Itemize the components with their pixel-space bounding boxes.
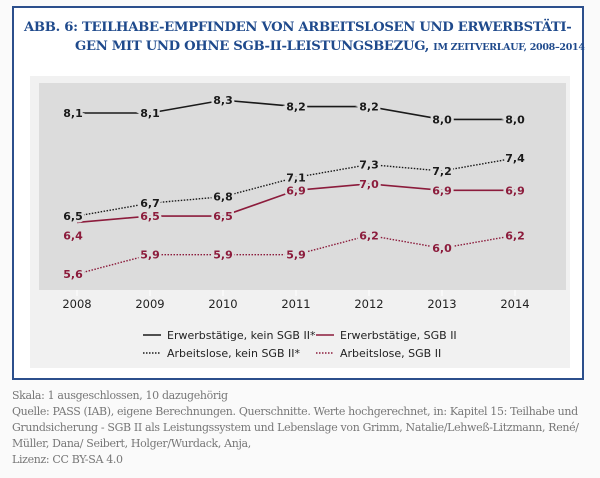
data-label: 6,9 [505, 184, 525, 197]
plot-area [39, 83, 566, 290]
data-label: 6,2 [505, 229, 525, 242]
data-label: 7,3 [359, 159, 379, 172]
data-label: 6,9 [286, 184, 306, 197]
legend-label: Arbeitslose, kein SGB II* [167, 347, 300, 360]
data-label: 6,9 [432, 184, 452, 197]
data-label: 8,1 [63, 107, 83, 120]
title-suffix: IM ZEITVERLAUF, 2008–2014 [433, 42, 585, 53]
series-line [76, 157, 516, 217]
x-tick-label: 2014 [500, 297, 529, 311]
scale-note: Skala: 1 ausgeschlossen, 10 dazugehörig [12, 389, 228, 402]
data-label: 5,6 [63, 268, 83, 281]
series-line [77, 99, 515, 121]
series-line [76, 183, 515, 224]
data-label: 7,0 [359, 178, 379, 191]
data-label: 5,9 [140, 249, 160, 262]
title-line-2: GEN MIT UND OHNE SGB-II-LEISTUNGSBEZUG, … [24, 37, 585, 57]
data-label: 8,2 [359, 101, 379, 114]
x-tick-label: 2010 [208, 297, 237, 311]
legend-label: Erwerbstätige, kein SGB II* [167, 329, 316, 342]
legend-label: Erwerbstätige, SGB II [340, 329, 457, 342]
data-label: 8,2 [286, 101, 306, 114]
data-label: 6,2 [359, 229, 379, 242]
x-tick-label: 2011 [281, 297, 310, 311]
x-tick-label: 2009 [135, 297, 164, 311]
x-tick-label: 2008 [62, 297, 91, 311]
data-label: 6,5 [140, 210, 160, 223]
title-line-2-main: GEN MIT UND OHNE SGB-II-LEISTUNGSBEZUG, [75, 39, 429, 54]
legend-label: Arbeitslose, SGB II [340, 347, 441, 360]
chart-title: ABB. 6: TEILHABE-EMPFINDEN VON ARBEITSLO… [24, 18, 585, 57]
x-tick-label: 2012 [354, 297, 383, 311]
data-label: 8,3 [213, 94, 233, 107]
x-tick-label: 2013 [427, 297, 456, 311]
data-label: 6,5 [63, 210, 83, 223]
data-label: 5,9 [286, 249, 306, 262]
data-label: 8,0 [432, 113, 452, 126]
license-note: Lizenz: CC BY-SA 4.0 [12, 453, 123, 466]
data-label: 7,4 [505, 152, 525, 165]
data-label: 8,1 [140, 107, 160, 120]
data-label: 5,9 [213, 249, 233, 262]
data-label: 6,4 [63, 229, 83, 242]
data-label: 7,2 [432, 165, 452, 178]
footer: Skala: 1 ausgeschlossen, 10 dazugehörig … [12, 388, 592, 468]
data-label: 6,5 [213, 210, 233, 223]
data-label: 6,7 [140, 197, 160, 210]
data-label: 7,1 [286, 171, 306, 184]
data-label: 6,0 [432, 242, 452, 255]
data-label: 6,8 [213, 191, 233, 204]
data-label: 8,0 [505, 113, 525, 126]
title-line-1: ABB. 6: TEILHABE-EMPFINDEN VON ARBEITSLO… [24, 20, 572, 35]
series-line [76, 234, 516, 275]
source-note: Quelle: PASS (IAB), eigene Berechnungen.… [12, 405, 579, 450]
